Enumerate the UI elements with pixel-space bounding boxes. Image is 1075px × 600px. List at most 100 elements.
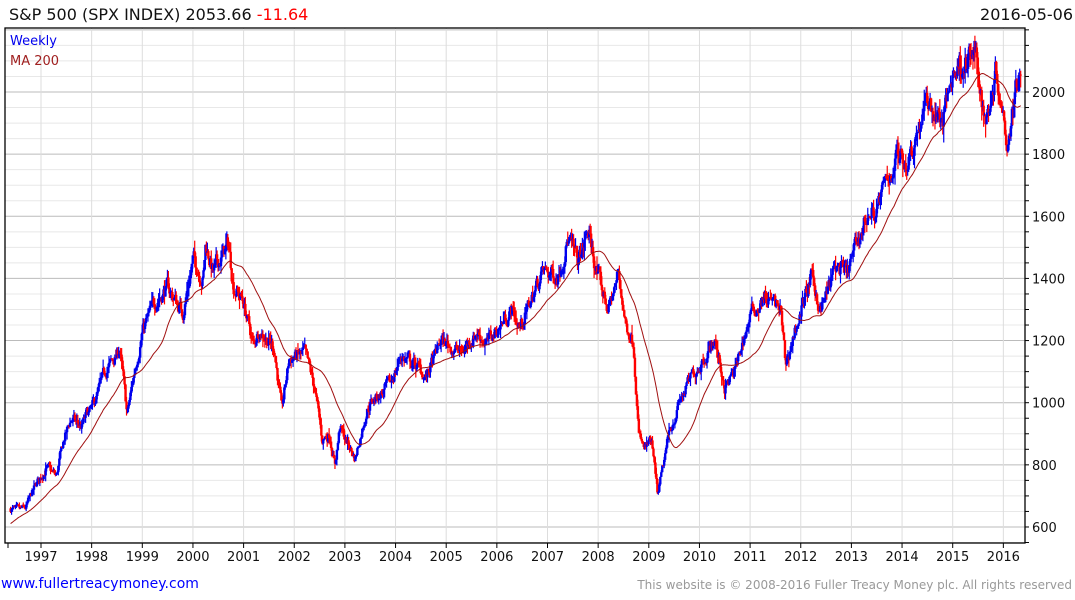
weekly-bar <box>742 338 746 345</box>
weekly-bar <box>839 266 842 275</box>
weekly-bar <box>268 338 271 340</box>
x-tick-label: 2006 <box>480 550 513 565</box>
weekly-bar <box>210 258 213 270</box>
weekly-bar <box>783 339 787 359</box>
weekly-bar <box>71 417 75 421</box>
weekly-bar <box>275 362 278 368</box>
weekly-bar <box>835 266 838 272</box>
weekly-bar <box>73 414 77 420</box>
weekly-bar <box>993 79 996 95</box>
weekly-bar <box>119 351 122 355</box>
weekly-bar <box>579 249 582 258</box>
weekly-bar <box>11 507 14 510</box>
weekly-bar <box>233 294 236 296</box>
weekly-bar <box>659 476 662 485</box>
weekly-bar <box>826 286 830 294</box>
weekly-bar <box>829 277 832 288</box>
weekly-bar <box>938 111 942 123</box>
weekly-bar <box>923 104 926 112</box>
weekly-bar <box>219 257 223 267</box>
x-tick-label: 1997 <box>24 550 57 565</box>
price-change: -11.64 <box>256 5 309 24</box>
weekly-bar <box>716 349 719 358</box>
weekly-bar <box>611 296 614 301</box>
weekly-bar <box>924 94 927 105</box>
weekly-bar <box>477 332 481 335</box>
weekly-bar <box>150 300 154 306</box>
weekly-bar <box>284 384 287 388</box>
weekly-bar <box>595 266 599 274</box>
weekly-bar <box>547 271 550 278</box>
weekly-bar <box>700 359 704 365</box>
weekly-bar <box>251 336 255 340</box>
weekly-bar <box>913 145 916 156</box>
weekly-bar <box>267 338 270 346</box>
weekly-bar <box>690 372 693 374</box>
weekly-bar <box>672 424 676 426</box>
weekly-bar <box>35 482 39 487</box>
weekly-bar <box>985 116 988 125</box>
weekly-bar <box>235 288 238 297</box>
weekly-bar <box>274 355 277 363</box>
weekly-bar <box>179 302 183 310</box>
weekly-bar <box>764 293 767 299</box>
weekly-bar <box>997 83 1000 96</box>
weekly-bar <box>153 304 156 309</box>
weekly-bar <box>413 358 417 366</box>
weekly-bar <box>405 357 409 359</box>
weekly-bar <box>567 240 570 244</box>
weekly-bar <box>379 392 382 399</box>
weekly-bar <box>316 397 319 402</box>
weekly-bar <box>674 418 678 423</box>
weekly-bar <box>851 250 855 256</box>
weekly-bar <box>323 438 326 440</box>
weekly-bar <box>122 369 125 377</box>
weekly-bar <box>152 298 155 305</box>
site-link[interactable]: www.fullertreacymoney.com <box>1 576 199 592</box>
weekly-bar <box>132 378 135 385</box>
weekly-bar <box>756 309 759 311</box>
weekly-bar <box>406 354 410 358</box>
weekly-bar <box>362 425 366 428</box>
weekly-bar <box>822 299 826 302</box>
weekly-bar <box>616 273 619 281</box>
weekly-bar <box>634 376 638 395</box>
weekly-bar <box>564 246 568 263</box>
weekly-bar <box>805 289 808 293</box>
weekly-bar <box>782 332 786 340</box>
weekly-bar <box>304 344 307 349</box>
weekly-bar <box>224 244 228 249</box>
x-tick-label: 2005 <box>430 550 463 565</box>
weekly-bar <box>751 303 755 307</box>
weekly-bar <box>198 275 201 283</box>
weekly-bar <box>832 266 835 269</box>
weekly-bar <box>299 350 303 352</box>
weekly-bar <box>735 360 738 367</box>
weekly-bar <box>791 337 794 346</box>
weekly-bar <box>599 271 603 285</box>
weekly-bar <box>562 266 566 269</box>
weekly-bar <box>249 323 252 336</box>
weekly-bar <box>202 270 205 278</box>
weekly-bar <box>452 352 455 355</box>
weekly-bar <box>556 274 560 285</box>
weekly-bar <box>800 305 803 317</box>
weekly-bar <box>796 326 799 328</box>
weekly-bar <box>842 261 845 268</box>
weekly-bar <box>653 456 656 463</box>
weekly-bar <box>982 105 985 116</box>
weekly-bar <box>525 305 529 312</box>
weekly-bar <box>664 447 668 454</box>
weekly-bar <box>97 386 100 392</box>
weekly-bar <box>676 402 680 411</box>
weekly-bar <box>393 373 396 382</box>
weekly-bar <box>730 372 733 376</box>
weekly-bar <box>121 360 124 370</box>
weekly-bar <box>195 267 198 275</box>
weekly-bar <box>194 256 197 268</box>
weekly-bar <box>464 347 467 350</box>
weekly-bar <box>550 267 553 275</box>
weekly-bar <box>282 399 285 404</box>
weekly-bar <box>42 475 45 480</box>
weekly-bar <box>701 359 705 361</box>
